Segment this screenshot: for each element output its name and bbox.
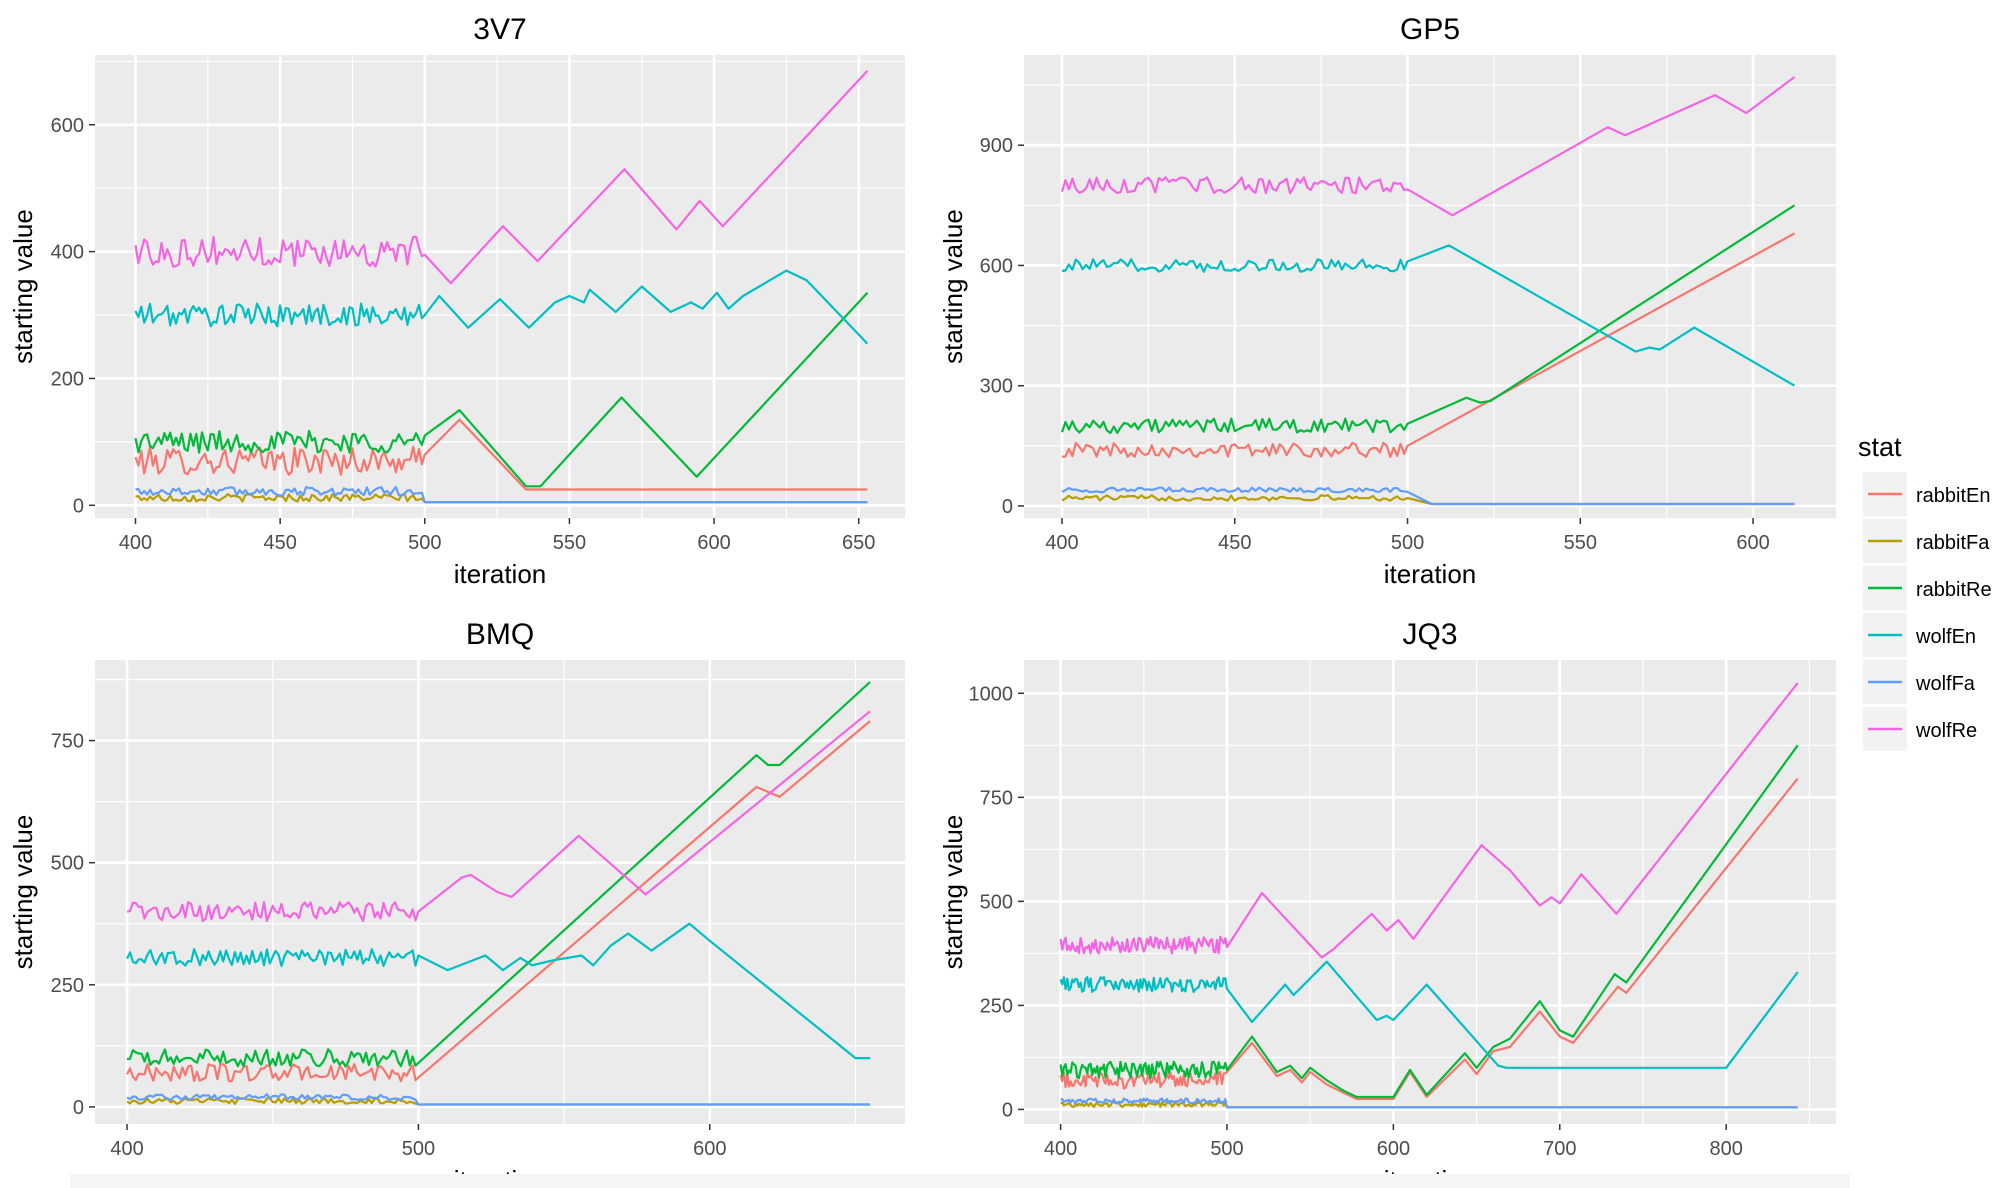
y-tick-label: 900 xyxy=(980,135,1013,157)
series-line-wolfRe xyxy=(134,70,869,285)
y-tick-label: 750 xyxy=(980,787,1013,809)
x-tick-label: 600 xyxy=(693,1138,726,1160)
series-line-wolfEn xyxy=(1059,960,1799,1069)
series-line-rabbitRe xyxy=(126,681,871,1068)
x-tick-label: 500 xyxy=(1210,1138,1243,1160)
series-line-wolfEn xyxy=(126,922,870,1060)
x-tick-label: 400 xyxy=(110,1138,143,1160)
x-tick-label: 600 xyxy=(1377,1138,1410,1160)
legend-label-rabbitRe: rabbitRe xyxy=(1916,579,1992,601)
x-tick-label: 500 xyxy=(402,1138,435,1160)
series-line-rabbitFa xyxy=(1061,494,1795,506)
x-tick-label: 650 xyxy=(842,532,875,554)
x-tick-label: 600 xyxy=(697,532,730,554)
panel-background xyxy=(1024,55,1836,518)
legend-title: stat xyxy=(1858,432,1902,462)
y-axis-label: starting value xyxy=(8,815,38,970)
y-tick-label: 0 xyxy=(1002,496,1013,518)
y-tick-label: 0 xyxy=(1002,1099,1013,1121)
y-tick-label: 250 xyxy=(51,975,84,997)
legend-label-wolfFa: wolfFa xyxy=(1915,673,1976,695)
series-line-wolfFa xyxy=(126,1093,870,1106)
y-tick-label: 600 xyxy=(980,255,1013,277)
series-line-rabbitRe xyxy=(1060,204,1796,435)
y-tick-label: 300 xyxy=(980,376,1013,398)
series-line-wolfEn xyxy=(1061,244,1796,387)
x-tick-label: 700 xyxy=(1543,1138,1576,1160)
y-axis-label: starting value xyxy=(8,209,38,364)
series-line-wolfFa xyxy=(135,485,868,504)
y-tick-label: 250 xyxy=(980,995,1013,1017)
panel-background xyxy=(95,55,905,518)
x-axis-label: iteration xyxy=(1384,559,1477,589)
y-axis-label: starting value xyxy=(938,209,968,364)
y-tick-label: 0 xyxy=(73,495,84,517)
x-tick-label: 550 xyxy=(553,532,586,554)
y-tick-label: 200 xyxy=(51,368,84,390)
series-line-wolfRe xyxy=(1060,76,1796,217)
x-axis-label: iteration xyxy=(454,559,547,589)
series-line-rabbitEn xyxy=(126,720,871,1083)
panel-title: GP5 xyxy=(1400,13,1460,46)
series-line-wolfRe xyxy=(1059,682,1799,959)
legend: stat rabbitEn rabbitFa rabbitRe wolfEn wolfF… xyxy=(1858,432,1992,751)
legend-label-wolfEn: wolfEn xyxy=(1915,626,1976,648)
y-tick-label: 500 xyxy=(980,891,1013,913)
panel-title: 3V7 xyxy=(473,13,526,46)
series-line-wolfFa xyxy=(1060,1097,1798,1109)
panel-3v7: 400 450 500 550 600 650 0 200 400 600 3V7 iteration… xyxy=(8,13,905,589)
panel-title: BMQ xyxy=(466,618,534,651)
y-tick-label: 750 xyxy=(51,731,84,753)
y-tick-label: 500 xyxy=(51,853,84,875)
panel-bmq: 4005006000250500750BMQiterationstarting … xyxy=(8,618,905,1188)
legend-label-wolfRe: wolfRe xyxy=(1915,720,1977,742)
x-tick-label: 800 xyxy=(1709,1138,1742,1160)
series-line-wolfRe xyxy=(126,710,871,923)
x-tick-label: 600 xyxy=(1736,532,1769,554)
x-tick-label: 550 xyxy=(1564,532,1597,554)
x-tick-label: 400 xyxy=(1044,1138,1077,1160)
y-tick-label: 600 xyxy=(51,115,84,137)
bottom-strip xyxy=(70,1174,1850,1188)
panel-title: JQ3 xyxy=(1402,618,1457,651)
y-tick-label: 0 xyxy=(73,1097,84,1119)
series-line-rabbitFa xyxy=(126,1097,870,1106)
series-line-rabbitRe xyxy=(1059,744,1799,1099)
panel-background xyxy=(1024,660,1836,1124)
series-line-rabbitEn xyxy=(1061,232,1796,459)
series-line-rabbitEn xyxy=(1059,777,1799,1101)
legend-label-rabbitFa: rabbitFa xyxy=(1916,532,1990,554)
series-line-wolfFa xyxy=(1061,486,1795,506)
y-axis-label: starting value xyxy=(938,815,968,970)
x-tick-label: 400 xyxy=(119,532,152,554)
panel-jq3: 40050060070080002505007501000JQ3iteratio… xyxy=(938,618,1836,1188)
series-line-wolfEn xyxy=(134,269,869,345)
x-tick-label: 450 xyxy=(1218,532,1251,554)
x-tick-label: 500 xyxy=(1391,532,1424,554)
series-line-rabbitFa xyxy=(135,493,868,504)
series-line-rabbitRe xyxy=(134,292,869,488)
x-tick-label: 400 xyxy=(1045,532,1078,554)
x-tick-label: 500 xyxy=(408,532,441,554)
legend-label-rabbitEn: rabbitEn xyxy=(1916,485,1991,507)
x-tick-label: 450 xyxy=(263,532,296,554)
y-tick-label: 1000 xyxy=(969,683,1014,705)
y-tick-label: 400 xyxy=(51,242,84,264)
panel-gp5: 400 450 500 550 600 0 300 600 900 GP5 iteration sta… xyxy=(938,13,1836,589)
series-line-rabbitEn xyxy=(134,418,868,491)
